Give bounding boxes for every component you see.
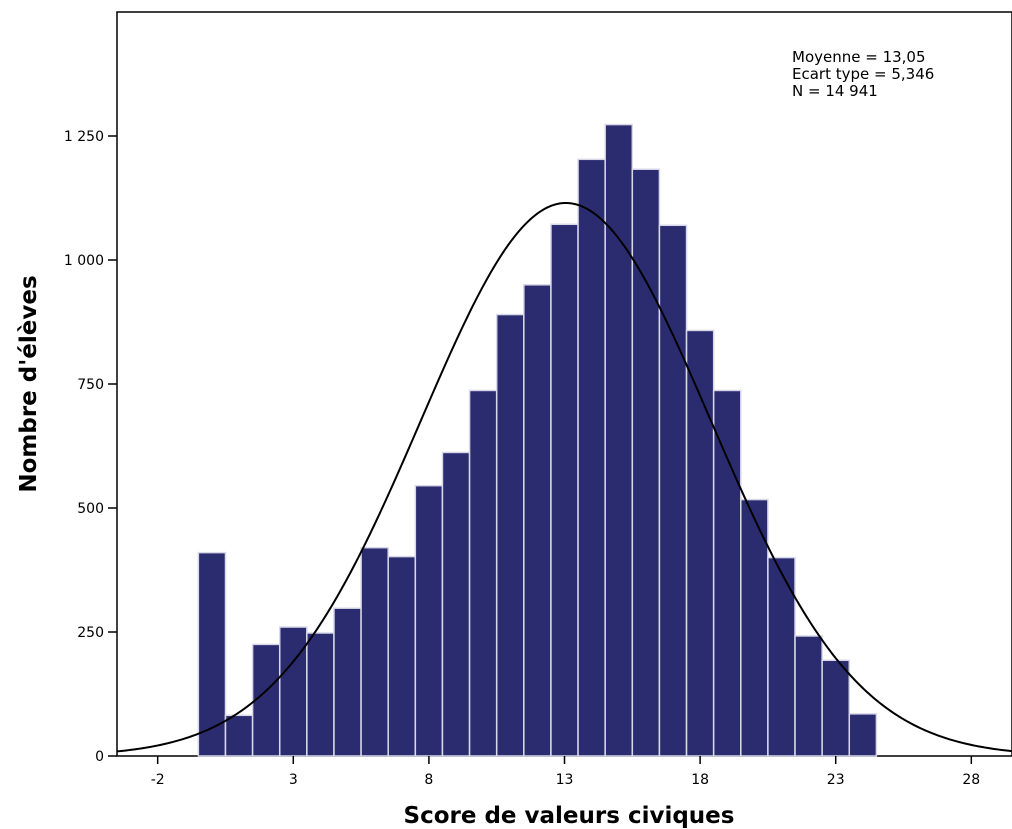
histogram-bar [197, 551, 227, 757]
y-axis-title: Nombre d'élèves [16, 275, 42, 492]
x-tick-label: 3 [289, 772, 298, 788]
histogram-bar [306, 632, 335, 757]
histogram-bar [794, 635, 823, 757]
histogram-bar [360, 546, 389, 757]
histogram-bar [387, 555, 417, 757]
histogram-bar [251, 643, 281, 757]
histogram-bar [740, 498, 769, 757]
stats-sd: Ecart type = 5,346 [792, 65, 934, 83]
histogram-bar [848, 713, 878, 757]
stats-n: N = 14 941 [792, 82, 878, 100]
normal-curve [116, 201, 1012, 753]
histogram-bar [604, 123, 634, 757]
histogram-bar [414, 484, 444, 757]
histogram-bar [821, 659, 851, 757]
y-tick-label: 1 000 [64, 253, 104, 269]
y-tick-label: 0 [95, 749, 104, 765]
x-tick-label: 8 [424, 772, 433, 788]
y-tick-label: 500 [77, 501, 104, 517]
x-axis: -2 3 8 13 18 23 28 [151, 756, 980, 788]
histogram-bar [333, 607, 362, 757]
y-axis: 0 250 500 750 1 000 1 250 [64, 129, 117, 765]
histogram-bar [224, 714, 254, 757]
histogram-bar [468, 389, 498, 757]
y-tick-label: 750 [77, 377, 104, 393]
bars-group [197, 123, 878, 757]
histogram-bar [495, 313, 525, 757]
histogram-bar [441, 451, 471, 757]
x-tick-label: 13 [556, 772, 574, 788]
histogram-bar [712, 389, 742, 757]
histogram-bar [523, 284, 552, 757]
x-tick-label: -2 [151, 772, 165, 788]
histogram-bar [631, 168, 661, 757]
histogram-bar [685, 329, 715, 757]
histogram-bar [550, 223, 579, 757]
x-axis-title: Score de valeurs civiques [404, 803, 735, 829]
histogram-bar [278, 626, 308, 757]
x-tick-label: 23 [827, 772, 845, 788]
histogram-bar [577, 158, 606, 757]
y-tick-label: 250 [77, 625, 104, 641]
x-tick-label: 28 [962, 772, 980, 788]
x-tick-label: 18 [691, 772, 709, 788]
y-tick-label: 1 250 [64, 129, 104, 145]
histogram-bar [658, 224, 688, 757]
histogram-bar [767, 556, 796, 757]
stats-mean: Moyenne = 13,05 [792, 48, 926, 66]
